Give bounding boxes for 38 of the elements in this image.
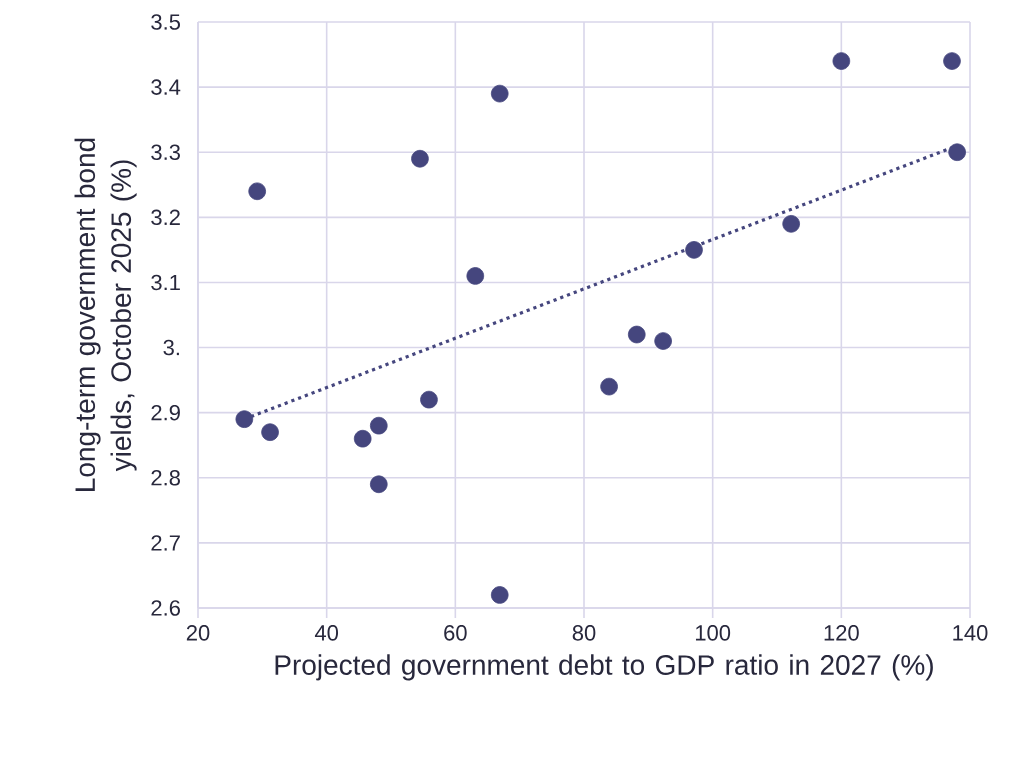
y-tick-label: 3.3: [151, 144, 180, 161]
point: [948, 143, 966, 162]
x-tick-label: 20: [186, 625, 210, 641]
point: [466, 267, 485, 285]
point: [600, 377, 618, 396]
point: [369, 416, 388, 435]
x-tick-label: 80: [572, 625, 596, 641]
point: [235, 410, 254, 428]
x-tick-label: 120: [824, 625, 859, 641]
x-tick-label: 40: [314, 625, 339, 641]
x-tick-label: 140: [953, 625, 988, 641]
y-tick-label: 3.1: [151, 274, 180, 291]
point: [490, 586, 509, 604]
point: [943, 52, 961, 70]
x-tick-label: 60: [444, 625, 467, 641]
point: [411, 149, 429, 168]
y-tick-label: 3.2: [151, 209, 180, 226]
point: [782, 215, 800, 233]
point: [832, 52, 851, 70]
point: [654, 332, 672, 350]
y-tick-label: 3.: [163, 339, 179, 356]
x-axis-title: Projected government debt to GDP ratio in 2027 (%): [275, 654, 933, 681]
y-axis-title: Long-term government bond yields, October 2025 (%): [74, 138, 137, 491]
point: [369, 475, 388, 494]
point: [627, 325, 646, 344]
x-tick-label: 100: [695, 625, 731, 641]
y-tick-label: 3.4: [151, 79, 181, 95]
point: [685, 241, 703, 259]
y-tick-label: 2.8: [151, 470, 180, 486]
point: [261, 423, 279, 441]
point: [248, 182, 266, 201]
point: [353, 429, 372, 448]
point: [420, 390, 438, 409]
y-tick-label: 2.9: [151, 404, 180, 421]
y-tick-label: 2.6: [151, 600, 180, 616]
y-tick-label: 2.7: [151, 535, 180, 551]
point: [490, 84, 509, 103]
y-tick-label: 3.5: [151, 14, 180, 30]
